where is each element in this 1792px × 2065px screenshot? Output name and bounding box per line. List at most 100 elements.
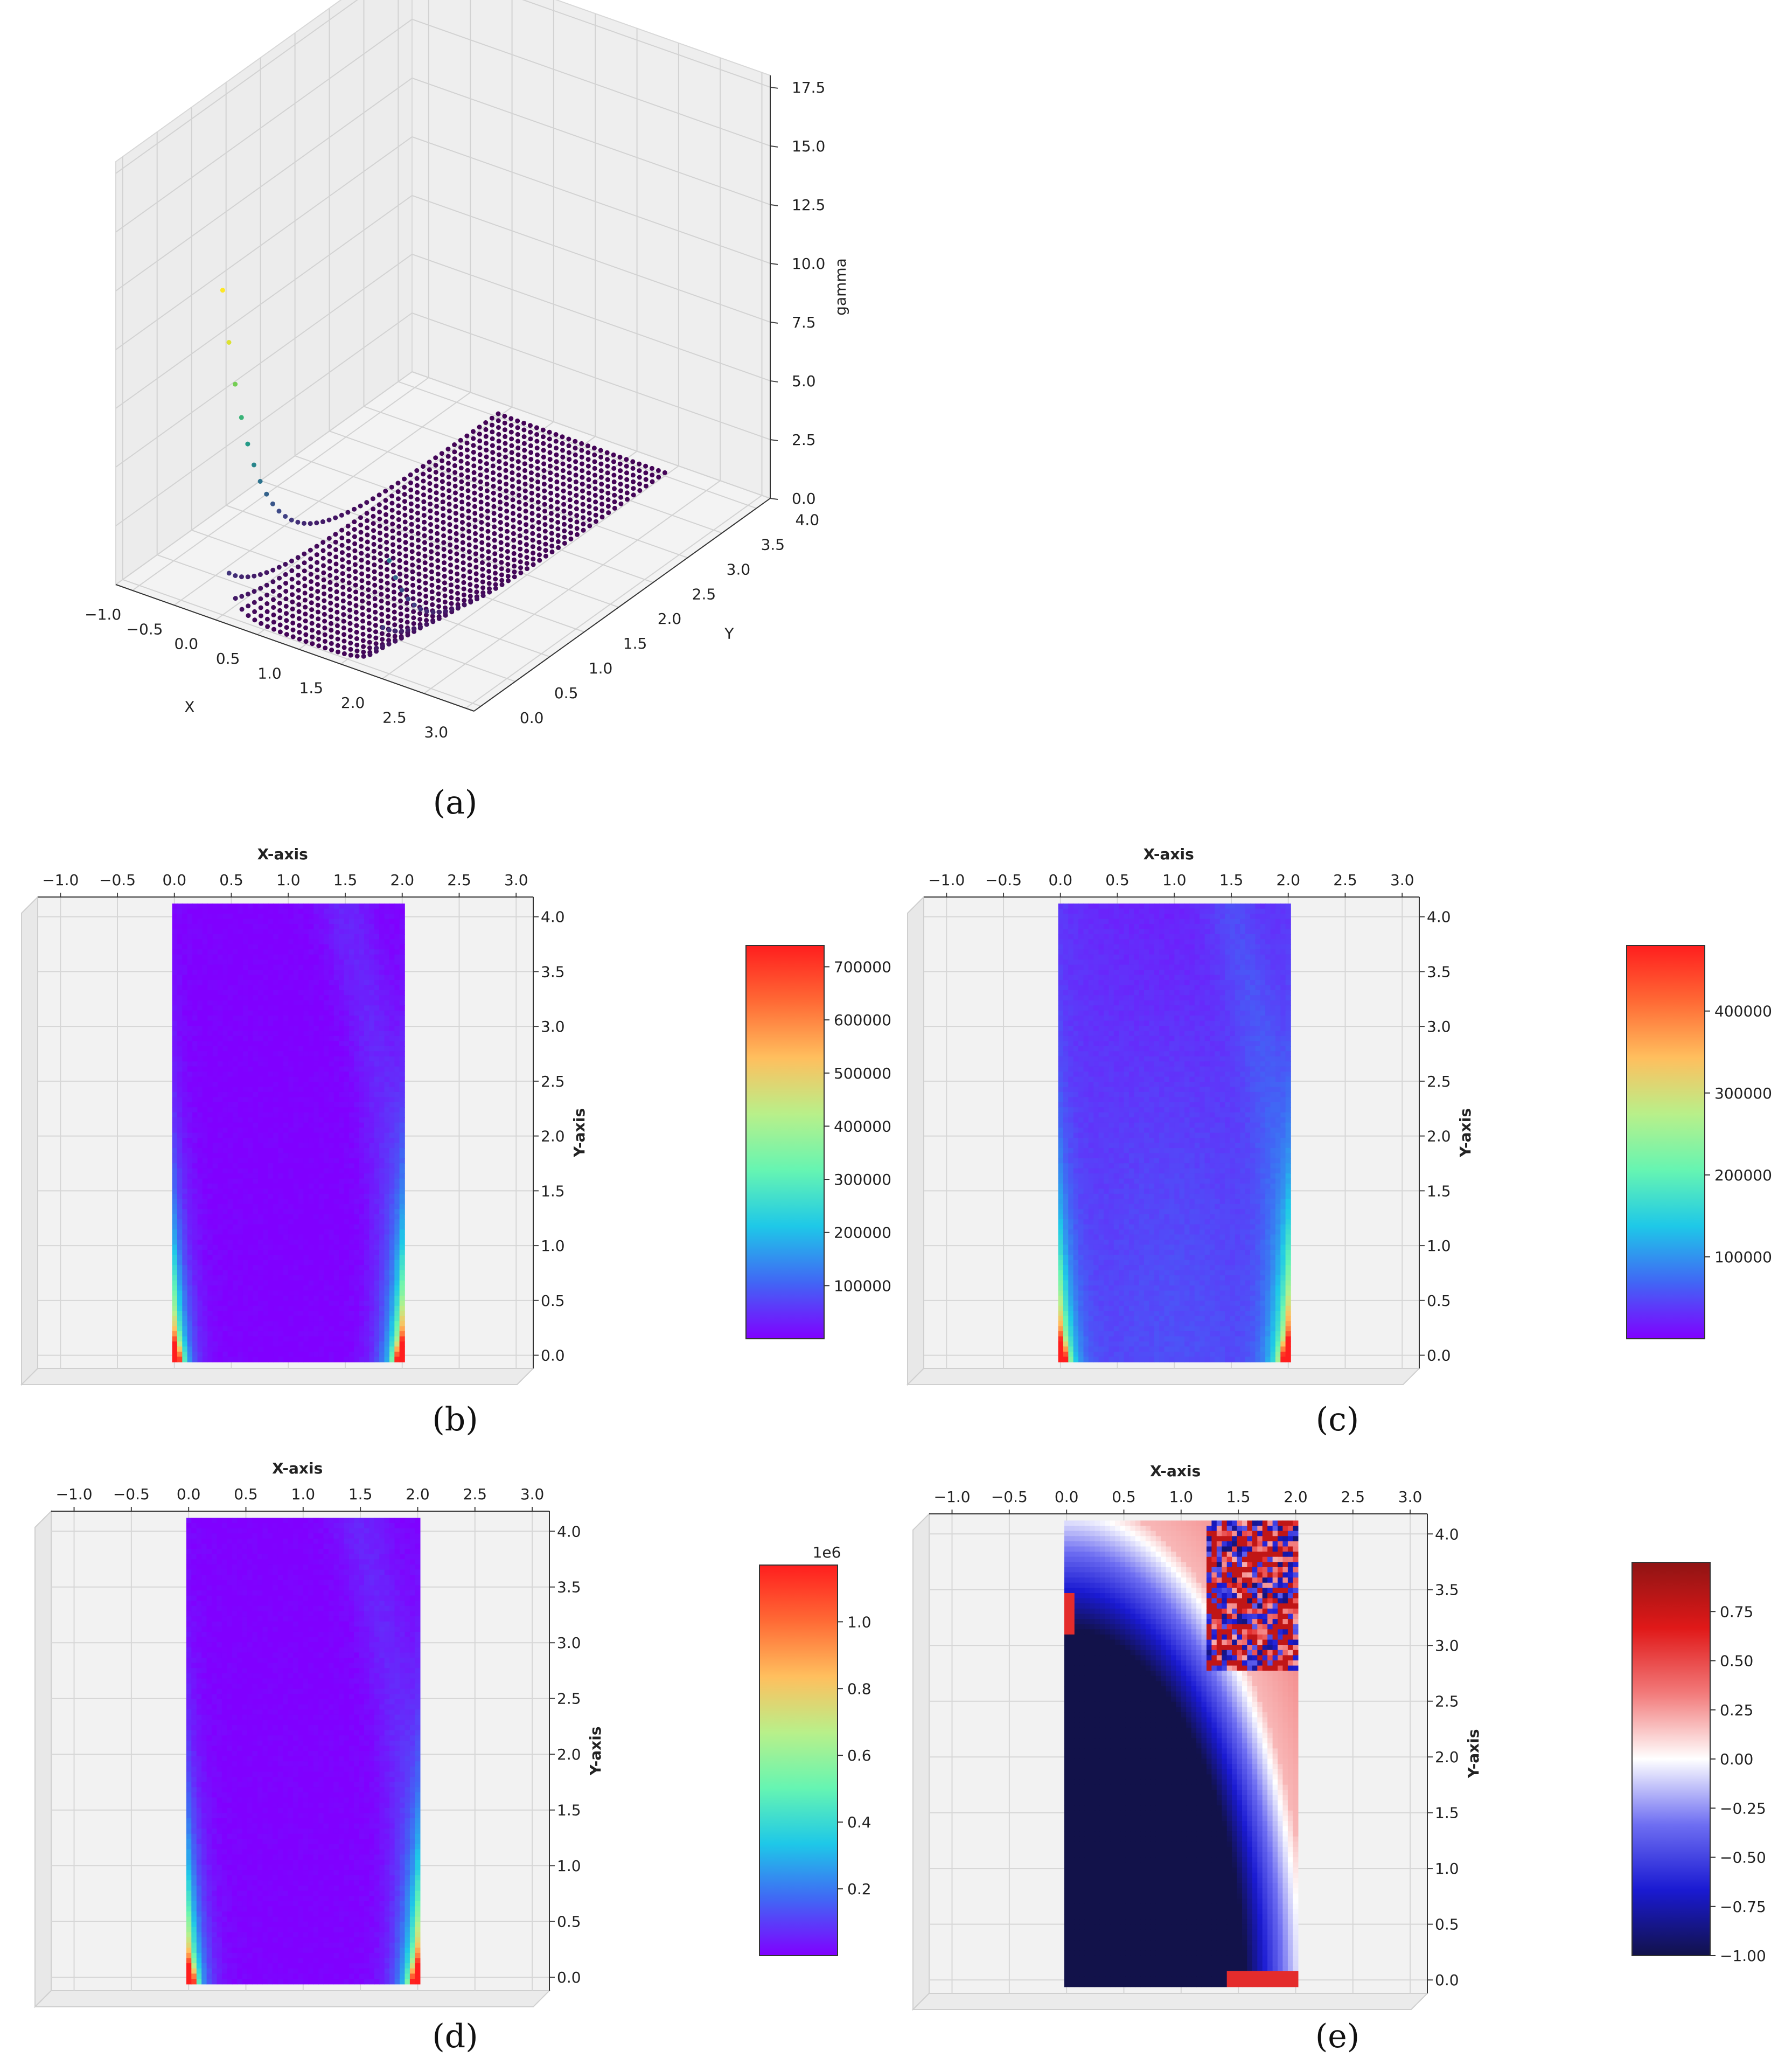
field-cell [359, 1035, 365, 1042]
data-point [455, 590, 460, 596]
data-point [405, 628, 410, 633]
field-cell [329, 1193, 334, 1200]
field-cell [182, 1219, 188, 1225]
field-cell [187, 1295, 193, 1302]
field-cell [323, 1117, 330, 1123]
field-cell [222, 1031, 228, 1037]
field-cell [212, 944, 218, 950]
field-cell [348, 1107, 354, 1113]
field-cell [348, 1091, 354, 1098]
field-cell [248, 1061, 254, 1067]
data-point [587, 517, 592, 522]
field-cell [359, 1072, 365, 1077]
field-cell [354, 1097, 360, 1103]
data-point [348, 652, 353, 658]
field-cell [258, 1016, 264, 1021]
data-point [277, 615, 283, 621]
field-cell [207, 1158, 213, 1164]
field-cell [303, 908, 309, 914]
field-cell [192, 1255, 198, 1261]
data-point [478, 499, 484, 505]
field-cell [242, 1163, 249, 1169]
data-point [662, 470, 667, 475]
field-cell [182, 1301, 188, 1306]
field-cell [202, 1305, 208, 1312]
field-cell [253, 985, 259, 991]
field-cell [207, 1016, 213, 1021]
field-cell [278, 1270, 284, 1276]
data-point [479, 547, 485, 552]
data-point [370, 496, 375, 502]
field-cell [283, 1285, 289, 1291]
field-cell [258, 919, 264, 924]
field-cell [172, 1112, 178, 1118]
field-cell [394, 1122, 400, 1128]
field-cell [238, 1224, 243, 1230]
field-cell [242, 934, 249, 940]
data-point [454, 551, 459, 557]
field-cell [278, 964, 284, 970]
field-cell [242, 924, 249, 930]
field-cell [339, 1290, 345, 1296]
field-cell [218, 1153, 224, 1159]
field-cell [348, 1265, 354, 1271]
data-point [478, 458, 483, 464]
field-cell [268, 1051, 274, 1057]
field-cell [384, 1148, 390, 1154]
data-point [605, 497, 611, 502]
field-cell [242, 1184, 249, 1190]
field-cell [233, 1265, 239, 1271]
field-cell [339, 1219, 345, 1225]
data-point [624, 463, 629, 469]
field-cell [227, 954, 233, 960]
field-cell [172, 1056, 178, 1062]
field-cell [242, 1260, 249, 1266]
field-cell [238, 1061, 243, 1067]
field-cell [278, 939, 284, 945]
field-cell [344, 949, 350, 955]
field-cell [293, 1148, 299, 1154]
field-cell [222, 1056, 228, 1062]
field-cell [268, 1178, 274, 1184]
field-cell [233, 1285, 239, 1291]
field-cell [197, 1132, 203, 1138]
field-cell [273, 1255, 279, 1261]
field-cell [394, 944, 400, 950]
data-point [496, 439, 501, 444]
data-point [503, 468, 508, 473]
field-cell [323, 1158, 330, 1164]
field-cell [298, 1249, 304, 1256]
field-cell [192, 1076, 198, 1082]
data-point [637, 461, 642, 467]
field-cell [273, 1199, 279, 1205]
field-cell [348, 995, 354, 1001]
field-cell [389, 1143, 395, 1149]
field-cell [248, 1199, 254, 1205]
data-point [486, 575, 492, 580]
field-cell [177, 1224, 183, 1230]
field-cell [248, 1305, 254, 1312]
field-cell [283, 929, 289, 935]
field-cell [298, 908, 304, 914]
field-cell [207, 1219, 213, 1225]
data-point [491, 490, 496, 496]
field-cell [253, 1255, 259, 1261]
data-point [290, 634, 296, 639]
field-cell [308, 1290, 314, 1296]
field-cell [348, 1168, 354, 1174]
data-point [529, 484, 534, 489]
data-point [605, 457, 610, 462]
field-cell [339, 903, 345, 909]
field-cell [218, 1290, 224, 1296]
data-point [289, 517, 294, 523]
field-cell [339, 1117, 345, 1123]
field-cell [238, 1087, 243, 1093]
field-cell [318, 1290, 324, 1296]
field-cell [227, 1301, 233, 1306]
field-cell [298, 1056, 304, 1062]
data-point [252, 589, 257, 594]
data-point [441, 526, 446, 532]
field-cell [374, 1072, 380, 1077]
field-cell [333, 1076, 339, 1082]
data-point [465, 481, 471, 486]
